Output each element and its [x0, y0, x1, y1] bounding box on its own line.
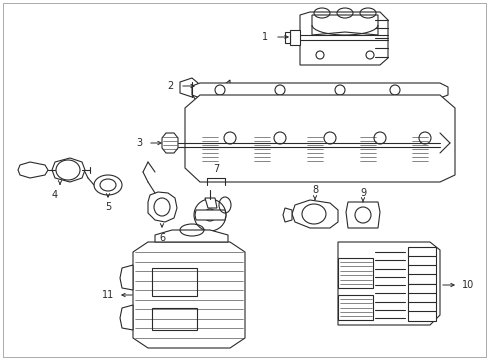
Bar — [407, 293, 435, 303]
Polygon shape — [311, 15, 377, 35]
Polygon shape — [133, 242, 244, 348]
Text: 10: 10 — [461, 280, 473, 290]
Polygon shape — [192, 80, 229, 103]
Bar — [407, 284, 435, 293]
Polygon shape — [359, 112, 379, 125]
Polygon shape — [148, 192, 177, 222]
Polygon shape — [180, 78, 198, 97]
Bar — [337, 295, 372, 320]
Polygon shape — [357, 98, 381, 112]
Polygon shape — [238, 98, 262, 112]
Polygon shape — [120, 305, 133, 330]
Polygon shape — [291, 200, 337, 228]
Bar — [407, 274, 435, 284]
Polygon shape — [155, 230, 227, 242]
Polygon shape — [200, 133, 220, 163]
Polygon shape — [297, 98, 321, 112]
Polygon shape — [299, 112, 319, 125]
Polygon shape — [251, 133, 271, 163]
Polygon shape — [305, 133, 325, 163]
Polygon shape — [18, 162, 48, 178]
Bar — [407, 247, 435, 257]
Polygon shape — [357, 133, 377, 163]
Polygon shape — [283, 208, 291, 222]
Bar — [407, 256, 435, 266]
Text: 8: 8 — [311, 185, 317, 195]
Polygon shape — [409, 112, 429, 125]
Polygon shape — [204, 198, 217, 208]
Bar — [407, 265, 435, 275]
Text: 1: 1 — [262, 32, 267, 42]
Text: 5: 5 — [104, 202, 111, 212]
Bar — [152, 308, 197, 330]
Polygon shape — [240, 112, 260, 125]
Polygon shape — [337, 242, 439, 325]
Polygon shape — [162, 133, 178, 153]
Polygon shape — [289, 30, 299, 45]
Polygon shape — [184, 95, 454, 182]
Bar — [407, 311, 435, 321]
Bar — [152, 268, 197, 296]
Polygon shape — [346, 202, 379, 228]
Polygon shape — [409, 133, 429, 163]
Polygon shape — [299, 12, 387, 65]
Polygon shape — [285, 32, 289, 43]
Text: 11: 11 — [102, 290, 114, 300]
Text: 9: 9 — [359, 188, 366, 198]
Bar — [407, 302, 435, 312]
Polygon shape — [52, 158, 85, 182]
Bar — [337, 258, 372, 288]
Polygon shape — [192, 83, 447, 98]
Polygon shape — [407, 98, 431, 112]
Polygon shape — [120, 265, 133, 290]
Text: 2: 2 — [166, 81, 173, 91]
Text: 6: 6 — [159, 233, 165, 243]
Text: 7: 7 — [212, 164, 219, 174]
Polygon shape — [195, 210, 225, 220]
Text: 4: 4 — [52, 190, 58, 200]
Text: 3: 3 — [136, 138, 142, 148]
